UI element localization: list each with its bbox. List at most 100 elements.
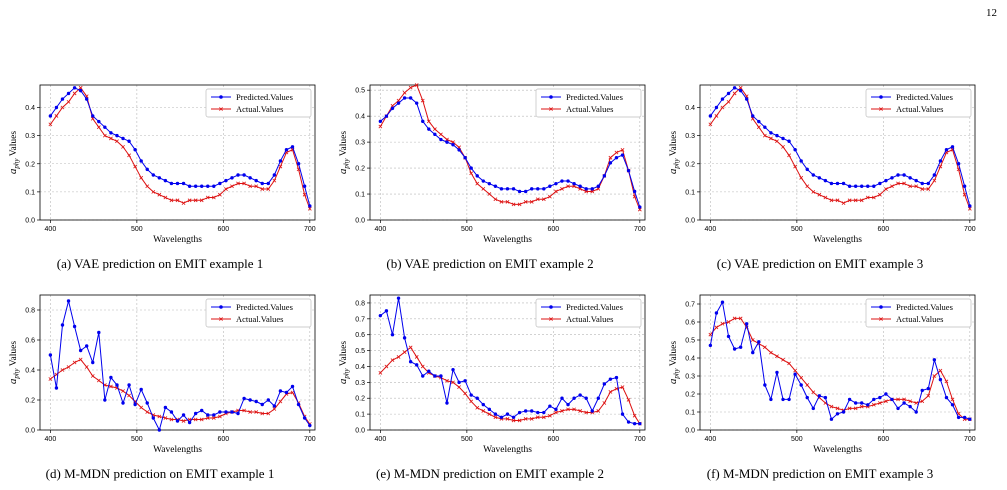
point-predicted-32 (572, 181, 576, 186)
y-tick-label-2: 0.2 (355, 166, 365, 173)
point-actual-2 (390, 358, 395, 363)
point-predicted-42 (302, 184, 307, 188)
y-axis-label-rest: Values (339, 341, 349, 369)
point-predicted-43 (638, 421, 642, 426)
point-actual-2 (60, 105, 65, 110)
point-predicted-8 (97, 119, 101, 124)
point-actual-18 (487, 412, 492, 417)
point-actual-26 (865, 195, 870, 200)
y-axis-label-sub: phy (13, 158, 21, 170)
point-actual-34 (914, 401, 919, 405)
y-axis-label-base: a (667, 378, 679, 384)
point-actual-25 (199, 198, 204, 203)
y-tick-label-1: 0.1 (355, 412, 365, 419)
point-predicted-27 (872, 397, 876, 402)
point-actual-13 (457, 385, 461, 390)
point-predicted-25 (200, 408, 204, 413)
point-actual-28 (217, 192, 222, 197)
point-predicted-9 (433, 374, 437, 378)
point-actual-1 (54, 114, 59, 118)
point-actual-14 (463, 391, 468, 396)
legend-marker-predicted (549, 305, 553, 309)
point-predicted-0 (378, 119, 383, 124)
point-actual-40 (620, 385, 625, 390)
x-tick-label-0: 400 (375, 436, 387, 443)
point-predicted-38 (938, 159, 943, 163)
y-axis-label-rest: Values (9, 131, 19, 159)
point-predicted-37 (602, 382, 607, 386)
point-actual-18 (157, 414, 162, 419)
point-actual-17 (481, 186, 486, 191)
legend-marker-predicted (879, 305, 883, 309)
point-predicted-2 (720, 300, 725, 304)
y-tick-label-3: 0.3 (25, 133, 35, 140)
point-predicted-24 (853, 184, 858, 188)
y-tick-label-5: 0.5 (685, 338, 695, 345)
point-actual-38 (938, 164, 943, 169)
point-actual-28 (547, 194, 552, 199)
y-tick-label-3: 0.6 (25, 338, 35, 345)
y-tick-label-5: 0.5 (355, 88, 365, 95)
point-actual-9 (432, 127, 437, 132)
point-actual-37 (932, 178, 937, 183)
y-tick-label-3: 0.3 (355, 140, 365, 147)
x-axis-label: Wavelengths (153, 445, 202, 455)
y-tick-label-7: 0.7 (355, 316, 365, 323)
y-axis-label-base: a (7, 378, 19, 384)
legend-marker-actual (879, 107, 883, 111)
point-actual-28 (547, 413, 552, 418)
point-predicted-35 (260, 402, 264, 407)
legend-label-actual: Actual.Values (236, 314, 283, 324)
point-actual-2 (60, 368, 65, 372)
y-tick-label-1: 0.1 (685, 410, 695, 417)
point-actual-25 (529, 199, 534, 204)
legend-marker-predicted (549, 95, 553, 99)
point-predicted-19 (163, 178, 168, 183)
x-tick-label-1: 500 (791, 226, 803, 233)
point-actual-13 (127, 153, 131, 158)
point-actual-24 (193, 417, 198, 422)
point-predicted-10 (109, 375, 113, 380)
point-actual-13 (127, 393, 131, 398)
page-number: 12 (986, 7, 997, 19)
y-tick-label-4: 0.4 (685, 356, 695, 363)
caption-c: (c) VAE prediction on EMIT example 3 (716, 256, 924, 271)
point-predicted-17 (481, 402, 485, 407)
point-actual-17 (811, 390, 816, 395)
panel-e: 400 500 600 700 0.0 0.1 0.2 0.3 0.4 0.5 0.6 0.7 0.8 W… (330, 290, 650, 490)
point-actual-3 (726, 99, 731, 104)
point-actual-32 (902, 397, 906, 402)
point-predicted-3 (726, 334, 731, 339)
point-predicted-34 (914, 410, 918, 414)
point-predicted-27 (542, 410, 546, 415)
legend-box (865, 88, 972, 118)
point-predicted-15 (469, 166, 473, 170)
point-predicted-18 (817, 394, 822, 398)
point-actual-15 (469, 399, 474, 404)
point-actual-0 (378, 124, 383, 129)
point-predicted-20 (169, 181, 174, 186)
point-predicted-12 (781, 136, 785, 141)
point-predicted-25 (860, 184, 864, 188)
point-predicted-34 (914, 178, 918, 183)
point-actual-20 (169, 198, 174, 203)
point-actual-4 (72, 91, 77, 96)
point-actual-27 (211, 416, 216, 420)
point-predicted-32 (572, 396, 576, 400)
point-actual-7 (750, 338, 755, 342)
point-predicted-13 (787, 139, 791, 143)
y-tick-label-1: 0.2 (25, 398, 35, 405)
point-predicted-19 (163, 405, 168, 410)
point-predicted-7 (421, 119, 425, 124)
caption-b: (b) VAE prediction on EMIT example 2 (386, 256, 594, 271)
point-predicted-38 (278, 159, 283, 163)
x-tick-label-0: 400 (45, 436, 57, 443)
point-predicted-5 (738, 345, 743, 349)
point-predicted-23 (517, 410, 522, 415)
point-actual-8 (96, 378, 101, 383)
point-actual-0 (708, 332, 713, 337)
point-actual-31 (896, 181, 900, 186)
point-predicted-14 (133, 402, 137, 407)
point-predicted-30 (560, 179, 564, 183)
point-actual-15 (799, 175, 804, 180)
